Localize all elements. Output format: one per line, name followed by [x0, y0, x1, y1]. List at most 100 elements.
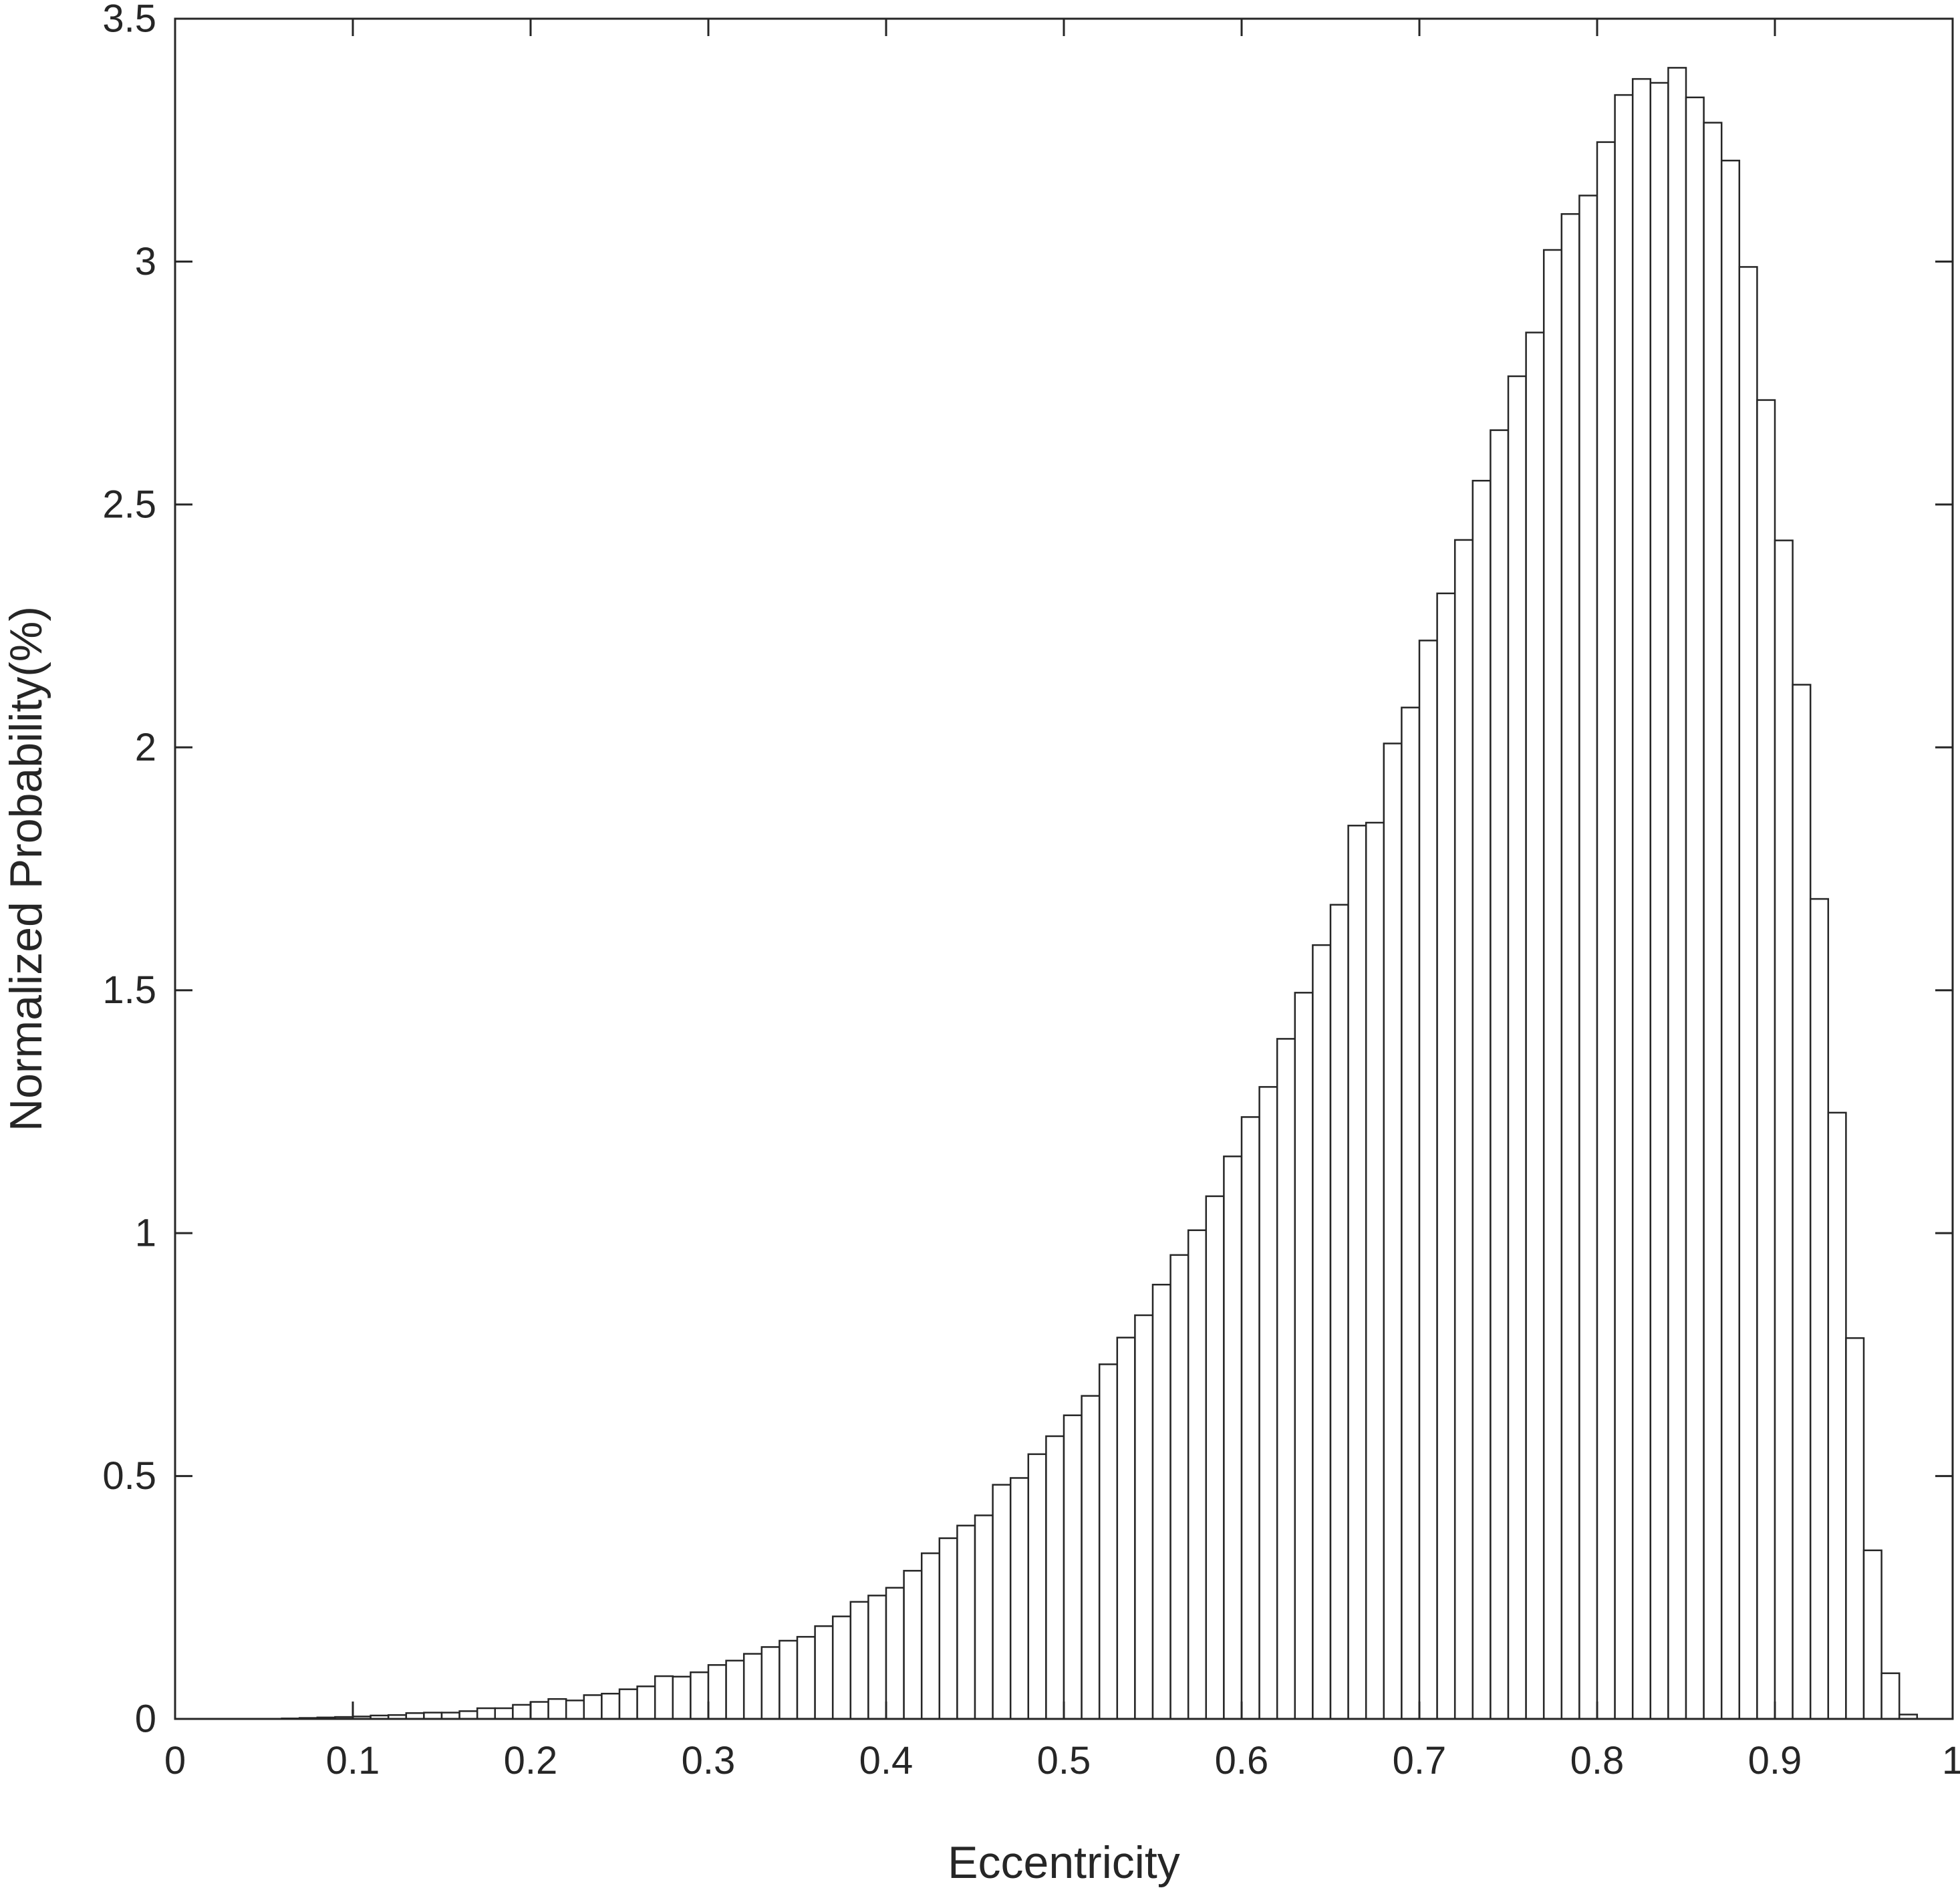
y-tick-label: 1	[135, 1212, 156, 1255]
histogram-bar	[1258, 1086, 1278, 1720]
histogram-bar	[831, 1615, 852, 1720]
histogram-bar	[1649, 82, 1669, 1720]
y-tick-label: 2.5	[102, 483, 156, 526]
histogram-bar	[742, 1653, 763, 1720]
histogram-bar	[885, 1587, 905, 1720]
histogram-bar	[1151, 1283, 1171, 1720]
x-tick-label: 0	[164, 1739, 186, 1782]
histogram-bar	[1329, 904, 1349, 1720]
histogram-bar	[1614, 94, 1634, 1720]
histogram-bar	[476, 1707, 497, 1720]
histogram-bar	[1596, 141, 1616, 1720]
y-tick-label: 2	[135, 726, 156, 769]
histogram-bar	[1418, 640, 1438, 1720]
y-axis-ticks: 0 0.5 1 1.5 2 2.5 3 3.5	[102, 0, 1953, 1741]
histogram-bar	[1294, 992, 1314, 1720]
y-tick-label: 0.5	[102, 1454, 156, 1498]
histogram-bar	[1490, 429, 1510, 1720]
histogram-bar	[601, 1692, 621, 1720]
histogram-bar	[707, 1664, 727, 1720]
histogram-bar	[547, 1698, 567, 1720]
histogram-bar	[1312, 944, 1332, 1720]
histogram-bar	[1756, 399, 1776, 1720]
histogram-bar	[867, 1595, 887, 1720]
histogram-bar	[779, 1639, 799, 1720]
histogram-bar	[1578, 194, 1598, 1720]
histogram-bar	[814, 1625, 834, 1720]
y-tick-label: 0	[135, 1698, 156, 1741]
histogram-bar	[565, 1700, 585, 1720]
histogram-bar	[1792, 684, 1812, 1720]
histogram-bar	[1720, 159, 1741, 1720]
histogram-bars	[281, 67, 1919, 1720]
histogram-bar	[1116, 1337, 1136, 1720]
x-tick-label: 0.1	[326, 1739, 380, 1782]
histogram-bar	[1383, 742, 1403, 1720]
histogram-bar	[938, 1537, 958, 1720]
histogram-bar	[690, 1671, 710, 1720]
histogram-bar	[1667, 67, 1687, 1720]
histogram-bar	[1880, 1672, 1901, 1720]
histogram-bar	[1223, 1156, 1243, 1720]
histogram-bar	[1063, 1414, 1083, 1720]
histogram-bar	[1169, 1254, 1189, 1720]
histogram-bar	[1081, 1395, 1101, 1720]
x-tick-label: 0.8	[1570, 1739, 1625, 1782]
histogram-bar	[1738, 266, 1758, 1720]
x-tick-label: 0.2	[504, 1739, 558, 1782]
y-tick-label: 3.5	[102, 0, 156, 41]
histogram-bar	[512, 1704, 532, 1720]
x-tick-label: 0.9	[1748, 1739, 1802, 1782]
histogram-bar	[1098, 1363, 1119, 1720]
x-tick-label: 0.6	[1215, 1739, 1269, 1782]
histogram-bar	[1365, 821, 1385, 1720]
histogram-bar	[1009, 1477, 1030, 1720]
plot-frame	[174, 17, 1954, 1720]
histogram-bar	[529, 1701, 549, 1720]
histogram-bar	[1774, 539, 1794, 1720]
histogram-bar	[956, 1524, 976, 1720]
histogram-bar	[1631, 78, 1652, 1720]
histogram-bar	[636, 1685, 656, 1720]
histogram-bar	[1685, 96, 1705, 1720]
histogram-bar	[654, 1675, 674, 1720]
y-tick-label: 1.5	[102, 968, 156, 1012]
histogram-bar	[618, 1688, 638, 1720]
histogram-bar	[1045, 1435, 1065, 1720]
histogram-bar	[1240, 1116, 1260, 1720]
histogram-bar	[1472, 479, 1492, 1720]
histogram-bar	[458, 1710, 478, 1720]
histogram-bar	[1703, 122, 1723, 1720]
x-tick-label: 0.5	[1037, 1739, 1091, 1782]
y-axis-label: Normalized Probability(%)	[1, 606, 51, 1131]
histogram-bar	[1525, 331, 1545, 1720]
histogram-bar	[1560, 213, 1580, 1720]
histogram-bar	[849, 1601, 869, 1720]
y-tick-label: 3	[135, 240, 156, 283]
histogram-bar	[672, 1675, 692, 1720]
x-axis-label: Eccentricity	[948, 1837, 1180, 1888]
x-tick-label: 0.4	[859, 1739, 914, 1782]
histogram-bar	[1205, 1195, 1225, 1720]
histogram-bar	[903, 1570, 923, 1720]
histogram-bar	[1507, 375, 1527, 1720]
histogram-bar	[1401, 706, 1421, 1720]
histogram-bar	[1276, 1038, 1296, 1720]
histogram-bar	[1027, 1453, 1047, 1720]
histogram-bar	[494, 1707, 514, 1720]
histogram-bar	[725, 1659, 745, 1720]
histogram-bar	[796, 1635, 816, 1720]
histogram-bar	[1453, 539, 1474, 1720]
histogram-bar	[1436, 592, 1456, 1720]
histogram-bar	[974, 1514, 994, 1720]
histogram-bar	[1187, 1229, 1208, 1720]
histogram-bar	[1542, 249, 1563, 1720]
histogram-bar	[1845, 1337, 1865, 1720]
x-tick-label: 1	[1942, 1739, 1960, 1782]
histogram-bar	[583, 1694, 603, 1720]
histogram-bar	[920, 1552, 941, 1720]
histogram-bar	[1827, 1111, 1847, 1720]
histogram-bar	[1862, 1549, 1882, 1720]
histogram-bar	[1347, 825, 1367, 1720]
